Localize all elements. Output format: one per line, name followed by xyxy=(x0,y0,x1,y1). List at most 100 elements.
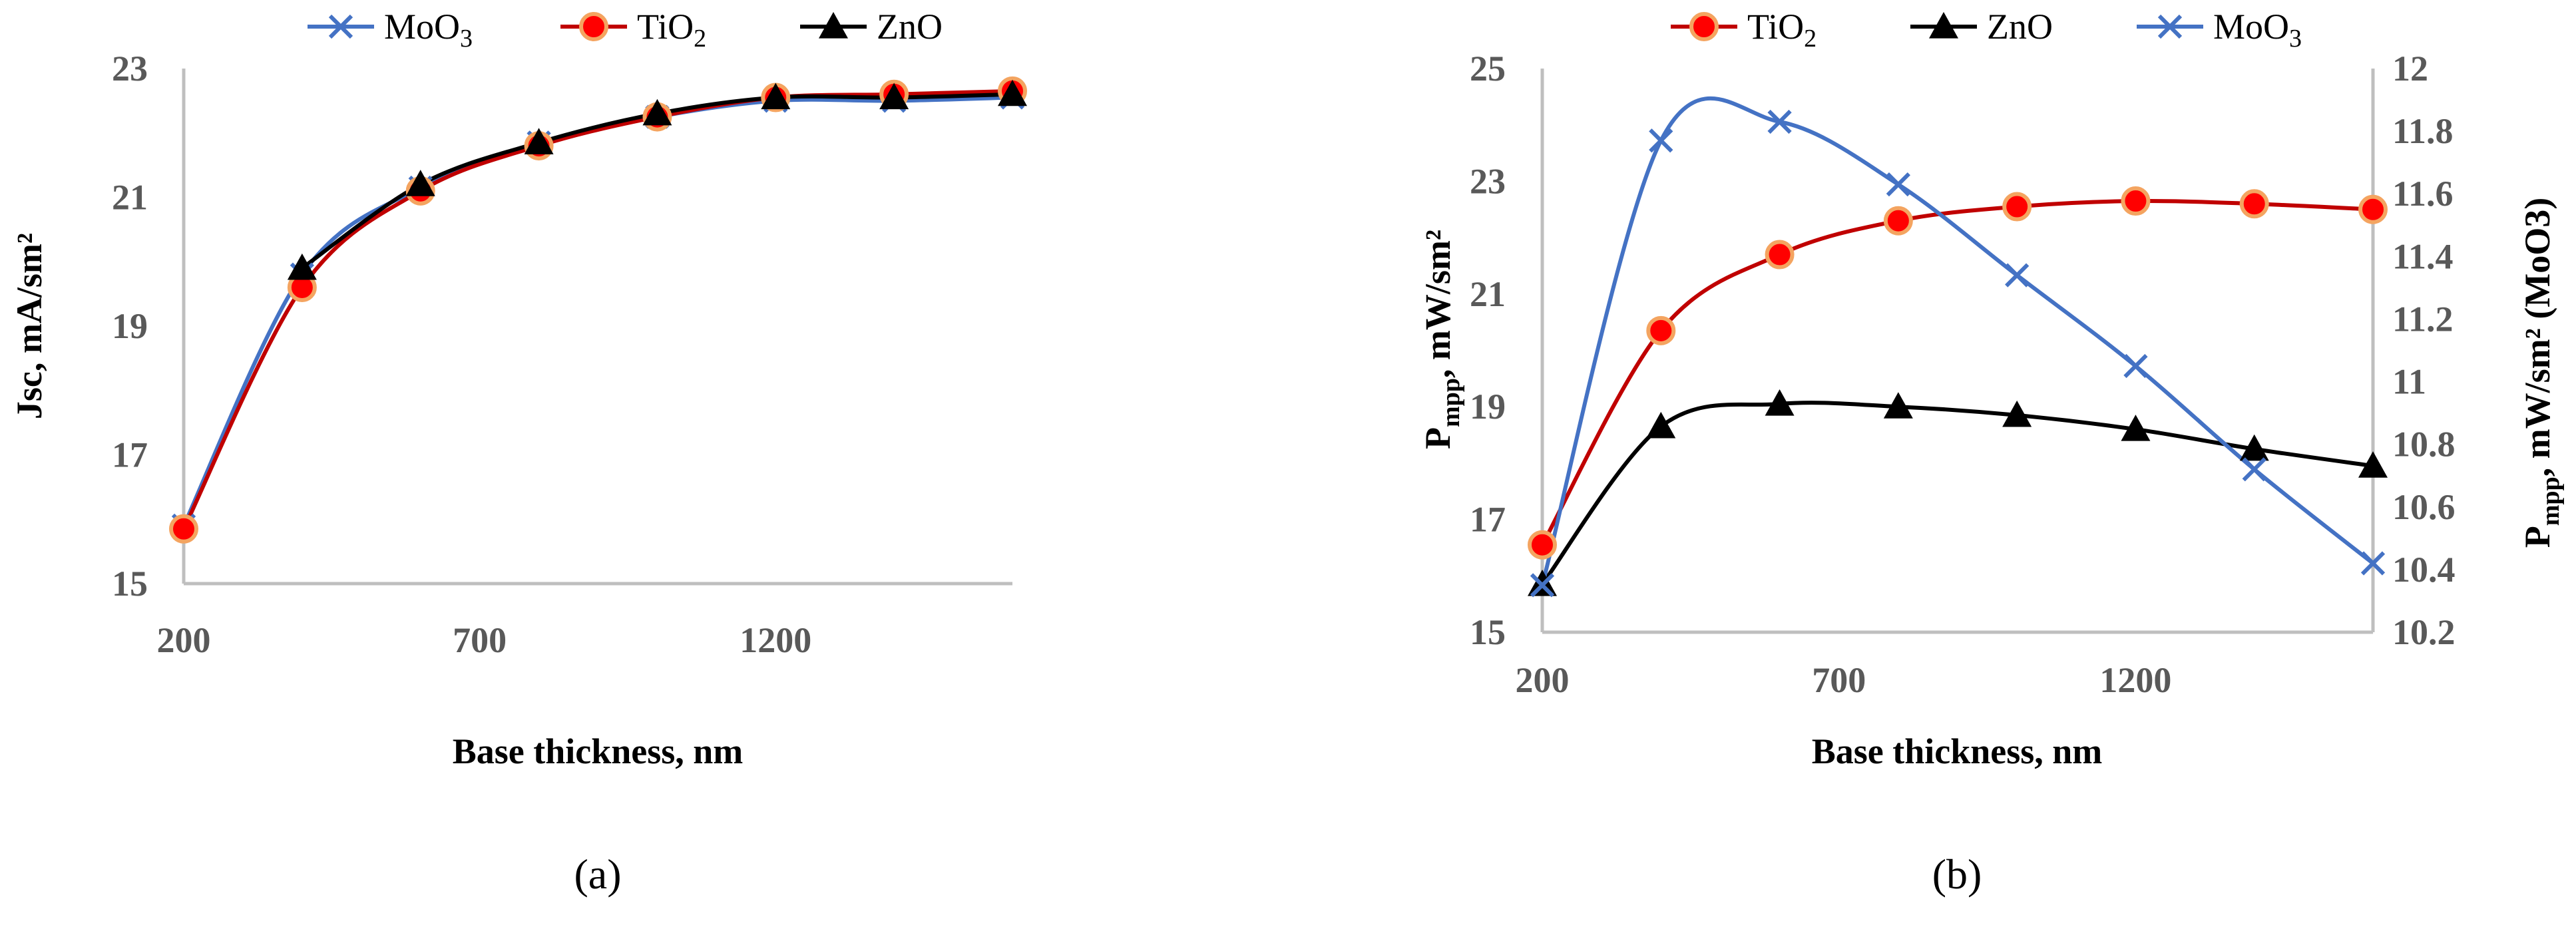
series-line-b-moo3 xyxy=(1540,96,2374,586)
legend-label-sub-b-0: 2 xyxy=(1804,25,1817,53)
data-point-a-zno xyxy=(287,253,317,280)
legend-marker-a-2 xyxy=(819,12,848,39)
y-axis-title-b-sub: mpp xyxy=(1437,378,1465,427)
data-point-b-zno xyxy=(1646,411,1676,439)
x-axis-title-b: Base thickness, nm xyxy=(1812,731,2103,771)
y2-tick-label-b: 10.4 xyxy=(2392,550,2456,590)
legend-label-b-1: ZnO xyxy=(1987,7,2053,47)
y2-axis-title-b-rest: , mW/sm² (MoO3) xyxy=(2517,198,2557,477)
data-point-b-moo3 xyxy=(2242,457,2266,482)
legend-label-main-b-1: ZnO xyxy=(1987,7,2053,47)
data-point-b-zno xyxy=(2358,451,2388,478)
legend-label-a-0: MoO3 xyxy=(384,7,473,53)
data-point-b-zno xyxy=(2239,434,2269,461)
data-point-b-moo3 xyxy=(1530,573,1555,598)
y-axis-title-b-main: P xyxy=(1418,427,1458,449)
x-tick-label-b: 700 xyxy=(1812,660,1866,700)
x-tick-label-a: 700 xyxy=(453,620,507,660)
series-b-moo3 xyxy=(1540,96,2374,586)
legend-b: TiO2 ZnO MoO3 xyxy=(1671,7,2302,53)
data-point-b-tio2 xyxy=(1646,315,1676,345)
y2-tick-label-b: 11.6 xyxy=(2392,174,2454,214)
y-tick-label-a: 21 xyxy=(112,178,148,218)
data-point-b-tio2 xyxy=(2002,192,2032,222)
legend-label-a-2: ZnO xyxy=(877,7,943,47)
legend-marker-a-0 xyxy=(328,14,353,39)
legend-item-b-moo3: MoO3 xyxy=(2137,7,2302,53)
series-markers-b-zno xyxy=(1528,389,2388,596)
data-point-b-tio2 xyxy=(1528,530,1557,560)
legend-label-main-a-2: ZnO xyxy=(877,7,943,47)
data-point-b-moo3 xyxy=(2123,353,2148,379)
y-axis-title-b-rest: , mW/sm² xyxy=(1418,230,1458,378)
data-point-b-tio2 xyxy=(2239,189,2269,219)
panel-label-b: (b) xyxy=(1932,850,1982,898)
y2-tick-label-b: 10.8 xyxy=(2392,425,2456,464)
series-line-b-tio2 xyxy=(1540,198,2374,546)
y2-tick-label-b: 10.6 xyxy=(2392,487,2456,527)
y-tick-label-a: 15 xyxy=(112,564,148,604)
series-a-tio2 xyxy=(182,89,1013,530)
y-ticks-a: 15 17 19 21 23 xyxy=(112,49,148,604)
data-point-b-zno xyxy=(1883,392,1913,419)
x-tick-label-b: 200 xyxy=(1516,660,1570,700)
axes-a xyxy=(182,69,1012,586)
legend-label-main-a-1: TiO xyxy=(637,7,694,47)
legend-marker-b-0 xyxy=(1689,12,1719,41)
y2-tick-label-b: 12 xyxy=(2392,49,2428,89)
data-point-b-tio2 xyxy=(1883,206,1913,236)
series-markers-a-moo3 xyxy=(171,85,1025,538)
data-point-a-tio2 xyxy=(169,514,198,544)
y2-ticks-b: 10.2 10.4 10.6 10.8 11 11.2 11.4 11.6 11.8 12 xyxy=(2392,49,2456,652)
y-tick-label-b: 23 xyxy=(1470,161,1506,201)
data-point-b-tio2 xyxy=(1765,240,1795,270)
data-point-a-zno xyxy=(642,98,672,126)
data-point-a-zno xyxy=(524,128,554,154)
legend-item-a-tio2: TiO2 xyxy=(560,7,706,53)
data-point-b-tio2 xyxy=(2121,186,2151,216)
series-line-a-tio2 xyxy=(182,89,1013,530)
data-point-a-zno xyxy=(405,170,435,196)
legend-item-b-zno: ZnO xyxy=(1910,7,2053,47)
series-b xyxy=(1528,96,2388,598)
data-point-b-zno xyxy=(2121,415,2151,441)
legend-label-main-a-0: MoO xyxy=(384,7,460,47)
y-tick-label-a: 23 xyxy=(112,49,148,89)
y-tick-label-a: 19 xyxy=(112,306,148,346)
legend-item-a-moo3: MoO3 xyxy=(308,7,473,53)
x-tick-label-a: 1200 xyxy=(740,620,811,660)
legend-label-main-b-2: MoO xyxy=(2213,7,2289,47)
y-ticks-b: 15 17 19 21 23 25 xyxy=(1470,49,1506,652)
legend-label-main-b-0: TiO xyxy=(1747,7,1804,47)
data-point-a-zno xyxy=(998,79,1027,106)
data-point-a-zno xyxy=(879,83,909,110)
legend-marker-b-2 xyxy=(2157,14,2183,39)
y2-tick-label-b: 10.2 xyxy=(2392,612,2456,652)
legend-marker-b-1 xyxy=(1929,12,1958,39)
legend-label-sub-a-0: 3 xyxy=(460,25,473,53)
series-markers-a-tio2 xyxy=(169,76,1027,544)
legend-label-b-0: TiO2 xyxy=(1747,7,1817,53)
y2-tick-label-b: 11.4 xyxy=(2392,236,2454,276)
x-ticks-b: 200 700 1200 xyxy=(1516,660,2172,700)
y-tick-label-b: 25 xyxy=(1470,49,1506,89)
y2-axis-title-b-main: P xyxy=(2517,526,2557,548)
legend-a: MoO3 TiO2 ZnO xyxy=(308,7,943,53)
series-markers-b-moo3 xyxy=(1530,109,2386,598)
x-tick-label-a: 200 xyxy=(157,620,211,660)
y2-tick-label-b: 11.2 xyxy=(2392,299,2454,339)
y-axis-title-a: Jsc, mA/sm² xyxy=(9,233,49,419)
data-point-b-zno xyxy=(1765,389,1795,416)
data-point-a-zno xyxy=(761,83,791,110)
y-axis-title-b: Pmpp, mW/sm² xyxy=(1418,230,1465,449)
data-point-b-moo3 xyxy=(1886,172,1910,197)
y-tick-label-a: 17 xyxy=(112,435,148,475)
legend-label-b-2: MoO3 xyxy=(2213,7,2302,53)
series-line-a-moo3 xyxy=(182,95,1013,527)
y-tick-label-b: 17 xyxy=(1470,500,1506,540)
y2-axis-title-b-sub: mpp xyxy=(2537,476,2565,526)
data-point-b-moo3 xyxy=(2005,263,2030,287)
data-point-b-moo3 xyxy=(1649,128,1673,153)
